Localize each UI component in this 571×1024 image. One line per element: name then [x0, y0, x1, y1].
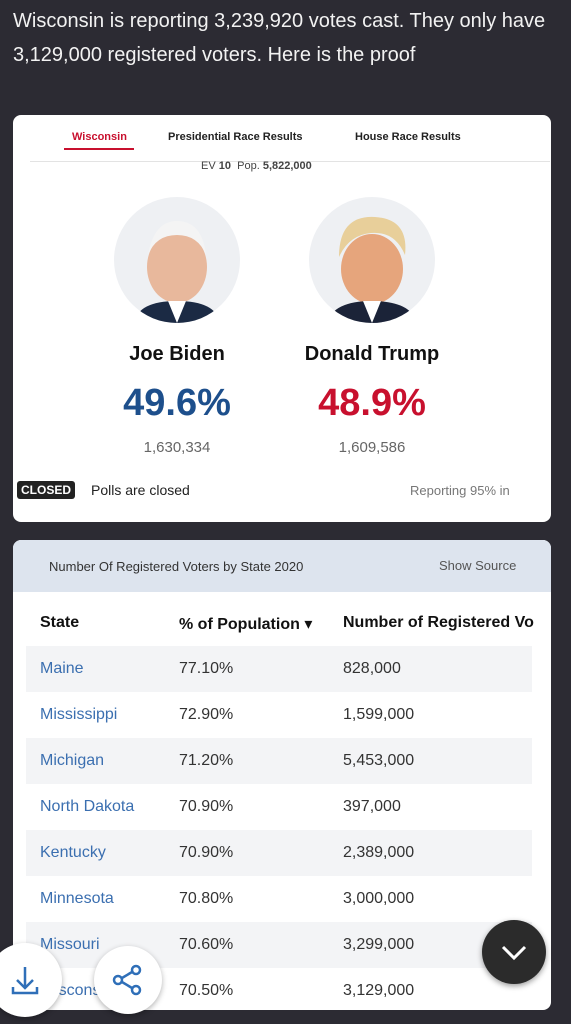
- share-button[interactable]: [94, 946, 162, 1014]
- table-cell: 70.80%: [179, 890, 234, 907]
- table-cell: 77.10%: [179, 660, 234, 677]
- candidate-percent: 48.9%: [318, 382, 426, 424]
- table-cell: 70.50%: [179, 982, 234, 999]
- ev-pop: EV 10 Pop. 5,822,000: [201, 160, 312, 172]
- table-cell: 70.90%: [179, 798, 234, 815]
- pop-value: 5,822,000: [262, 160, 312, 172]
- table-row: North Dakota 70.90% 397,000: [26, 784, 532, 830]
- column-header[interactable]: % of Population ▾: [179, 616, 313, 633]
- table-cell: Mississippi: [40, 706, 118, 723]
- table-cell: Maine: [40, 660, 84, 677]
- table-cell: 72.90%: [179, 706, 234, 723]
- table-cell: 828,000: [343, 660, 401, 677]
- table-cell: 5,453,000: [343, 752, 415, 769]
- download-icon: [11, 967, 39, 995]
- table-row: Michigan 71.20% 5,453,000: [26, 738, 532, 784]
- table-cell: 397,000: [343, 798, 401, 815]
- header-text: % of Population: [179, 616, 300, 633]
- tab-underline: [64, 148, 134, 150]
- table-row: Maine 77.10% 828,000: [26, 646, 532, 692]
- show-source[interactable]: Show Source: [439, 558, 517, 573]
- table-cell: Kentucky: [40, 844, 106, 861]
- table-cell: 1,599,000: [343, 706, 415, 723]
- column-header: Number of Registered Voters: [343, 614, 534, 631]
- table-row: Mississippi 72.90% 1,599,000: [26, 692, 532, 738]
- portrait: [134, 221, 220, 323]
- status-text: Polls are closed: [91, 482, 190, 498]
- table-title: Number Of Registered Voters by State 202…: [49, 559, 304, 574]
- ev-value: 10: [218, 160, 231, 172]
- table-cell: North Dakota: [40, 798, 135, 815]
- download-button[interactable]: [0, 943, 62, 1017]
- table-cell: 2,389,000: [343, 844, 415, 861]
- ev-label: EV: [201, 160, 216, 172]
- table-row: Minnesota 70.80% 3,000,000: [26, 876, 532, 922]
- table-cell: Missouri: [40, 936, 100, 953]
- results-card: [13, 115, 551, 522]
- candidate-percent: 49.6%: [123, 382, 231, 424]
- candidate-photo: [114, 197, 240, 323]
- tab[interactable]: Presidential Race Results: [168, 131, 303, 143]
- post-text: Wisconsin is reporting 3,239,920 votes c…: [13, 10, 546, 66]
- divider: [30, 161, 550, 162]
- table-cell: Minnesota: [40, 890, 114, 907]
- table-row: Kentucky 70.90% 2,389,000: [26, 830, 532, 876]
- column-header: State: [40, 614, 80, 631]
- reporting: Reporting 95% in: [410, 483, 510, 498]
- table-cell: Michigan: [40, 752, 105, 769]
- scroll-down-button[interactable]: [482, 920, 546, 984]
- candidate-name: Joe Biden: [129, 343, 225, 365]
- candidate-votes: 1,609,586: [338, 439, 406, 456]
- tab[interactable]: Wisconsin: [72, 131, 127, 143]
- pop-label: Pop.: [237, 160, 260, 172]
- table-cell: 70.90%: [179, 844, 234, 861]
- candidate-votes: 1,630,334: [143, 439, 211, 456]
- candidate-name: Donald Trump: [304, 343, 440, 365]
- tab[interactable]: House Race Results: [355, 131, 461, 143]
- table-cell: 3,299,000: [343, 936, 415, 953]
- portrait: [327, 216, 417, 323]
- chevron-icon: [501, 945, 527, 961]
- table-cell: 3,000,000: [343, 890, 415, 907]
- table-cell: 3,129,000: [343, 982, 415, 999]
- candidate-photo: [309, 197, 435, 323]
- status-badge: CLOSED: [17, 481, 76, 499]
- table-cell: 70.60%: [179, 936, 234, 953]
- share-icon: [112, 964, 142, 996]
- table-header-band: [13, 540, 551, 592]
- table-cell: 71.20%: [179, 752, 234, 769]
